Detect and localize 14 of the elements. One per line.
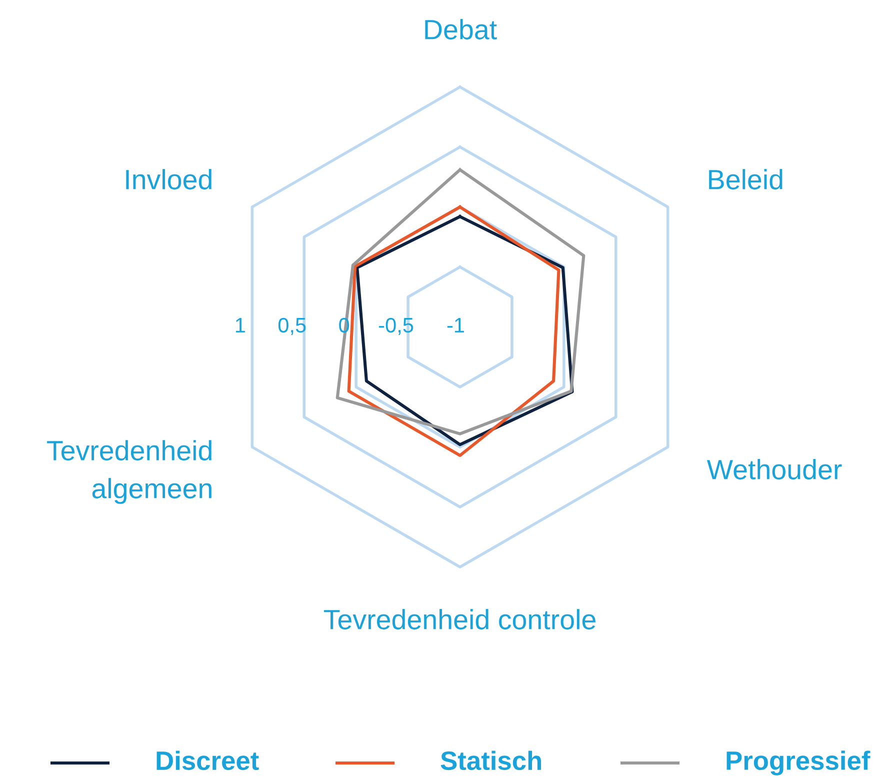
spoke-label: Tevredenheid algemeen xyxy=(47,440,212,504)
legend-label: Progressief xyxy=(726,750,870,776)
y-tick-label: -0,5 xyxy=(379,318,414,336)
y-tick-label: 0,5 xyxy=(278,318,306,336)
spoke-label: Tevredenheid controle xyxy=(324,609,596,630)
spoke-label: Beleid xyxy=(709,169,782,190)
y-tick-label: 0 xyxy=(339,318,350,333)
spoke-label: Wethouder xyxy=(706,459,842,480)
y-tick-label: 1 xyxy=(236,318,245,332)
spoke-label: Debat xyxy=(425,19,497,40)
legend-label: Discreet xyxy=(156,750,259,770)
legend-label: Statisch xyxy=(440,750,542,770)
y-tick-label: -1 xyxy=(447,318,464,332)
spoke-label: Invloed xyxy=(126,169,212,190)
